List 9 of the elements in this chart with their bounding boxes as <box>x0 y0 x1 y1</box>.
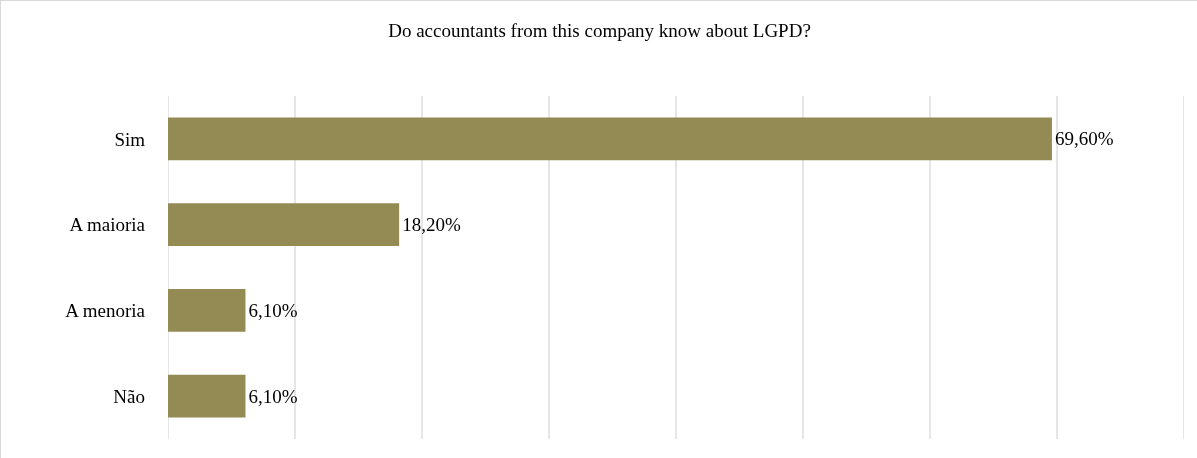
data-label: 6,10% <box>248 385 298 407</box>
y-tick-label: A menoria <box>65 300 146 322</box>
y-tick-label: Sim <box>114 128 146 150</box>
y-tick-label: Não <box>113 385 145 407</box>
data-label: 18,20% <box>402 214 461 236</box>
data-label: 69,60% <box>1054 128 1114 150</box>
y-tick-label: A maioria <box>69 214 146 236</box>
data-label: 6,10% <box>248 299 298 321</box>
chart-title: Do accountants from this company know about LGPD? <box>388 20 811 42</box>
